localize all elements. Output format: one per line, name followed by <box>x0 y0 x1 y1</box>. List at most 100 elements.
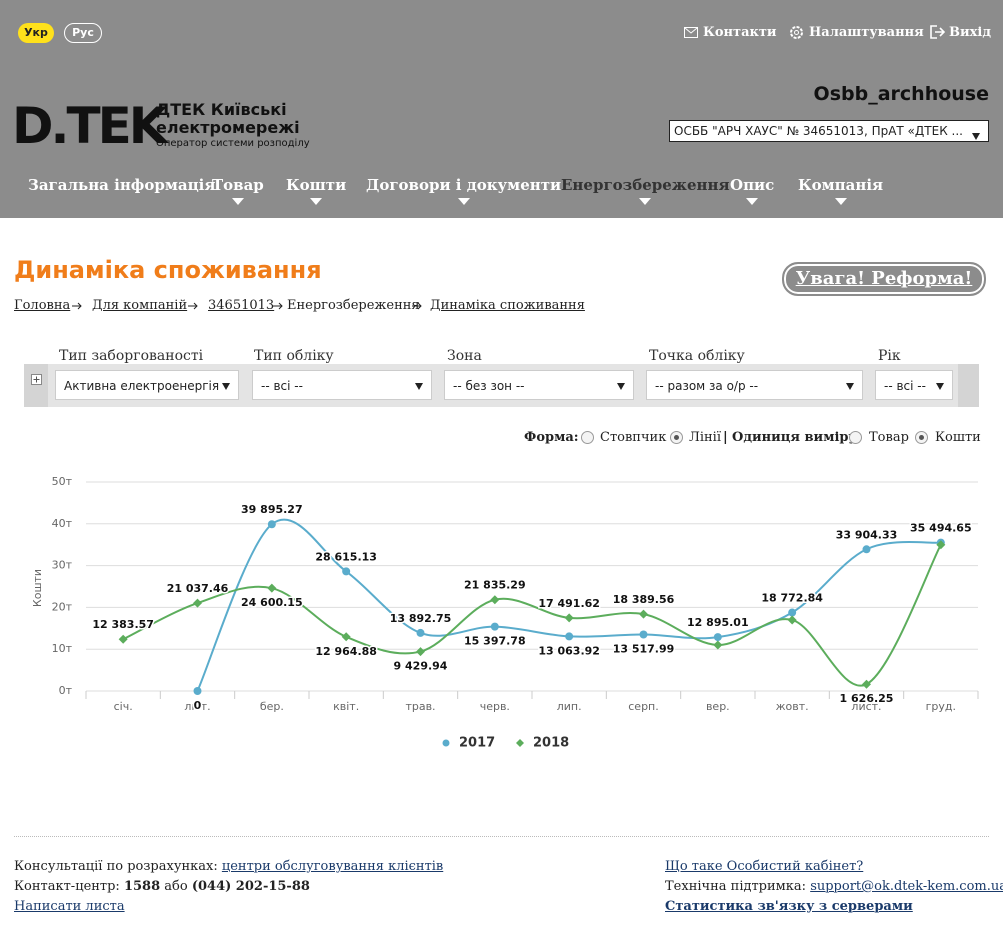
point <box>788 608 797 617</box>
filter-select[interactable]: -- разом за о/р -- <box>646 370 863 400</box>
y-tick-label: 0т <box>59 684 73 697</box>
nav-item[interactable]: Товар <box>212 176 264 205</box>
breadcrumb-arrow <box>72 302 82 310</box>
radio[interactable] <box>581 431 594 444</box>
breadcrumb-arrow <box>412 302 422 310</box>
radio-label[interactable]: Лінії <box>689 430 721 445</box>
header: Укр Рус Контакти Налаштування Вихід D.TE… <box>0 0 1003 218</box>
x-tick-label: серп. <box>628 700 659 713</box>
footer-link[interactable]: центри обслуговування клієнтів <box>221 859 444 874</box>
series-line <box>196 518 941 692</box>
nav-text: Енергозбереження <box>561 176 730 194</box>
y-tick-label: 20т <box>52 600 73 613</box>
radio[interactable] <box>849 431 862 444</box>
y-tick-label: 30т <box>52 559 73 572</box>
filter-label: Тип заборгованості <box>59 348 204 364</box>
nav-item[interactable]: Загальна інформація <box>28 176 216 194</box>
icon <box>684 27 698 38</box>
point <box>564 613 574 623</box>
footer-link[interactable]: Що таке Особистий кабінет? <box>665 859 864 874</box>
nav-item[interactable]: Договори і документи <box>366 176 561 205</box>
breadcrumb[interactable]: 34651013 <box>208 298 275 313</box>
y-tick-label: 10т <box>52 642 73 655</box>
nav-text: Товар <box>212 176 264 194</box>
radio[interactable] <box>670 431 683 444</box>
data-label: 13 517.99 <box>613 642 675 655</box>
data-label: 21 835.29 <box>464 579 526 592</box>
legend-label: 2017 <box>459 736 495 751</box>
filter-value: -- разом за о/р -- <box>655 379 759 393</box>
lang-button[interactable]: Рус <box>64 23 102 43</box>
footer-link[interactable]: support@ok.dtek-kem.com.ua <box>810 879 1003 894</box>
account-select[interactable]: ОСББ "АРЧ ХАУС" № 34651013, ПрАТ «ДТЕК .… <box>669 120 989 142</box>
nav-text: Опис <box>730 176 775 194</box>
header-link[interactable]: Контакти <box>703 25 777 40</box>
x-tick-label: квіт. <box>333 700 359 713</box>
footer-line: Контакт-центр: 1588 або (044) 202-15-88 <box>14 879 310 894</box>
radio[interactable] <box>915 431 928 444</box>
phone: (044) 202-15-88 <box>191 879 310 894</box>
radio-label[interactable]: Стовпчик <box>600 430 667 445</box>
nav-text: Кошти <box>286 176 347 194</box>
x-tick-label: лют. <box>184 700 210 713</box>
header-link[interactable]: Вихід <box>949 25 991 40</box>
breadcrumb[interactable]: Динаміка споживання <box>430 298 585 313</box>
filter-value: Активна електроенергія <box>64 379 220 393</box>
icon <box>790 26 803 39</box>
notice-button[interactable]: Увага! Реформа! <box>782 262 986 296</box>
point <box>713 633 722 642</box>
nav-item[interactable]: Компанія <box>798 176 883 205</box>
phone: 1588 <box>123 879 161 894</box>
footer-link[interactable]: Статистика зв'язку з серверами <box>665 899 913 914</box>
x-tick-label: січ. <box>114 700 133 713</box>
nav-item[interactable]: Кошти <box>286 176 347 205</box>
data-label: 13 892.75 <box>390 612 452 625</box>
x-tick-label: лип. <box>557 700 582 713</box>
point <box>416 628 425 637</box>
filter-select[interactable]: -- всі -- <box>875 370 953 400</box>
data-label: 12 964.88 <box>315 645 377 658</box>
x-tick-label: черв. <box>480 700 510 713</box>
account-select-value: ОСББ "АРЧ ХАУС" № 34651013, ПрАТ «ДТЕК .… <box>674 124 963 138</box>
data-label: 0 <box>194 699 202 712</box>
data-label: 18 772.84 <box>761 592 823 605</box>
radio-label[interactable]: Товар <box>869 430 909 445</box>
x-tick-label: бер. <box>260 700 284 713</box>
x-tick-label: трав. <box>405 700 435 713</box>
point <box>936 540 946 550</box>
legend-marker <box>516 739 524 747</box>
x-tick-label: вер. <box>706 700 730 713</box>
filter-select[interactable]: -- всі -- <box>252 370 432 400</box>
point <box>639 630 648 639</box>
x-tick-label: жовт. <box>776 700 809 713</box>
expand-panel[interactable] <box>24 364 48 407</box>
nav-item[interactable]: Опис <box>730 176 775 205</box>
icon <box>930 25 945 39</box>
option-label: Форма: <box>524 430 579 445</box>
footer-link[interactable]: Написати листа <box>14 899 125 914</box>
data-label: 12 383.57 <box>92 618 154 631</box>
point <box>193 598 202 608</box>
data-label: 12 895.01 <box>687 616 749 629</box>
filter-value: -- всі -- <box>884 379 926 393</box>
filter-select[interactable]: Активна електроенергія <box>55 370 239 400</box>
page-title: Динаміка споживання <box>14 256 322 284</box>
nav-item[interactable]: Енергозбереження <box>561 176 730 205</box>
breadcrumb-arrow <box>188 302 198 310</box>
header-link[interactable]: Налаштування <box>809 25 924 40</box>
data-label: 21 037.46 <box>167 582 229 595</box>
company-name-line: електромережі <box>156 118 300 137</box>
radio-label[interactable]: Кошти <box>935 430 981 445</box>
point <box>416 647 425 657</box>
filter-select[interactable]: -- без зон -- <box>444 370 634 400</box>
filter-value: -- без зон -- <box>453 379 525 393</box>
legend-label: 2018 <box>533 736 569 751</box>
chart: Кошти 0т 10т 20т 30т 40т 50т січ. лют. бер. квіт.… <box>31 475 979 751</box>
lang-button[interactable]: Укр <box>18 23 54 43</box>
separator: | <box>723 430 728 445</box>
breadcrumb[interactable]: Головна <box>14 298 71 313</box>
breadcrumb[interactable]: Для компаній <box>92 298 188 313</box>
logo[interactable]: D.TEK <box>12 97 168 155</box>
point <box>862 679 871 689</box>
